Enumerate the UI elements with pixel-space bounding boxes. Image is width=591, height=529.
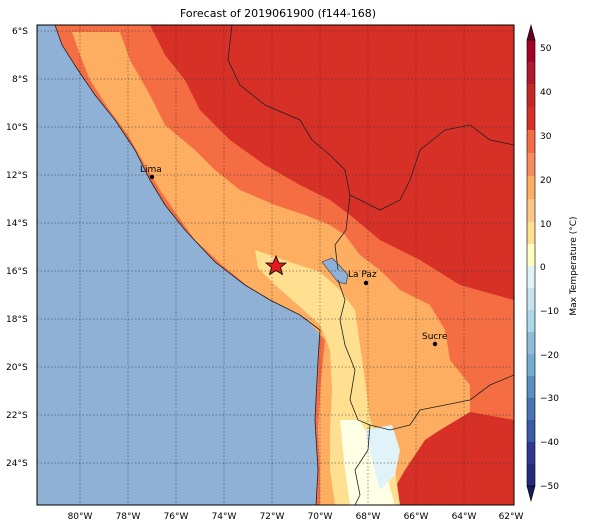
svg-text:20: 20 — [540, 176, 552, 186]
border-bolivia-brazil — [349, 124, 514, 211]
svg-text:−50: −50 — [540, 482, 559, 492]
svg-text:16°S: 16°S — [6, 267, 28, 277]
colorbar-ticks: 50 40 30 20 10 0 −10 −20 −30 −40 −50 — [540, 44, 559, 492]
city-marker-la-paz — [363, 280, 369, 286]
svg-text:66°W: 66°W — [404, 512, 429, 522]
map-area: Lima La Paz Sucre — [37, 25, 514, 505]
svg-text:14°S: 14°S — [6, 219, 28, 229]
svg-text:76°W: 76°W — [164, 512, 189, 522]
svg-text:40: 40 — [540, 88, 552, 98]
colorbar-bottom-extend — [526, 485, 536, 503]
svg-text:6°S: 6°S — [12, 27, 28, 37]
svg-text:−40: −40 — [540, 438, 559, 448]
svg-text:−10: −10 — [540, 307, 559, 317]
svg-text:74°W: 74°W — [212, 512, 237, 522]
land-cold — [365, 425, 400, 490]
border-peru-brazil — [227, 25, 351, 271]
svg-text:8°S: 8°S — [12, 75, 28, 85]
border-chile-argentina — [354, 424, 371, 505]
svg-text:24°S: 24°S — [6, 459, 28, 469]
border-bolivia-paraguay — [409, 374, 514, 426]
svg-text:−20: −20 — [540, 351, 559, 361]
svg-text:70°W: 70°W — [308, 512, 333, 522]
svg-text:30: 30 — [540, 132, 552, 142]
svg-text:12°S: 12°S — [6, 171, 28, 181]
svg-text:72°W: 72°W — [260, 512, 285, 522]
svg-text:10: 10 — [540, 220, 552, 230]
city-marker-lima — [149, 174, 155, 180]
border-chile-bolivia — [337, 279, 371, 426]
city-marker-sucre — [432, 341, 438, 347]
svg-text:64°W: 64°W — [452, 512, 477, 522]
city-label-lima: Lima — [140, 165, 162, 175]
svg-text:50: 50 — [540, 44, 552, 54]
svg-text:62°W: 62°W — [499, 512, 524, 522]
border-bolivia-argentina — [369, 424, 411, 431]
svg-text:22°S: 22°S — [6, 411, 28, 421]
map-frame — [36, 24, 515, 506]
svg-text:68°W: 68°W — [356, 512, 381, 522]
city-label-la-paz: La Paz — [348, 270, 377, 280]
colorbar-top-extend — [526, 23, 536, 41]
lat-labels: 6°S 8°S 10°S 12°S 14°S 16°S 18°S 20°S 22… — [6, 27, 28, 469]
svg-text:78°W: 78°W — [116, 512, 141, 522]
svg-text:−30: −30 — [540, 394, 559, 404]
svg-text:0: 0 — [540, 263, 546, 273]
svg-text:20°S: 20°S — [6, 363, 28, 373]
star-marker-icon — [264, 254, 288, 276]
lon-labels: 80°W 78°W 76°W 74°W 72°W 70°W 68°W 66°W … — [68, 512, 524, 522]
colorbar-label: Max Temperature (°C) — [569, 216, 579, 315]
colorbar — [526, 23, 536, 503]
coastline — [54, 25, 321, 505]
svg-text:18°S: 18°S — [6, 315, 28, 325]
svg-text:80°W: 80°W — [68, 512, 93, 522]
map-title: Forecast of 2019061900 (f144-168) — [179, 7, 377, 20]
city-label-sucre: Sucre — [422, 332, 448, 342]
svg-text:10°S: 10°S — [6, 123, 28, 133]
